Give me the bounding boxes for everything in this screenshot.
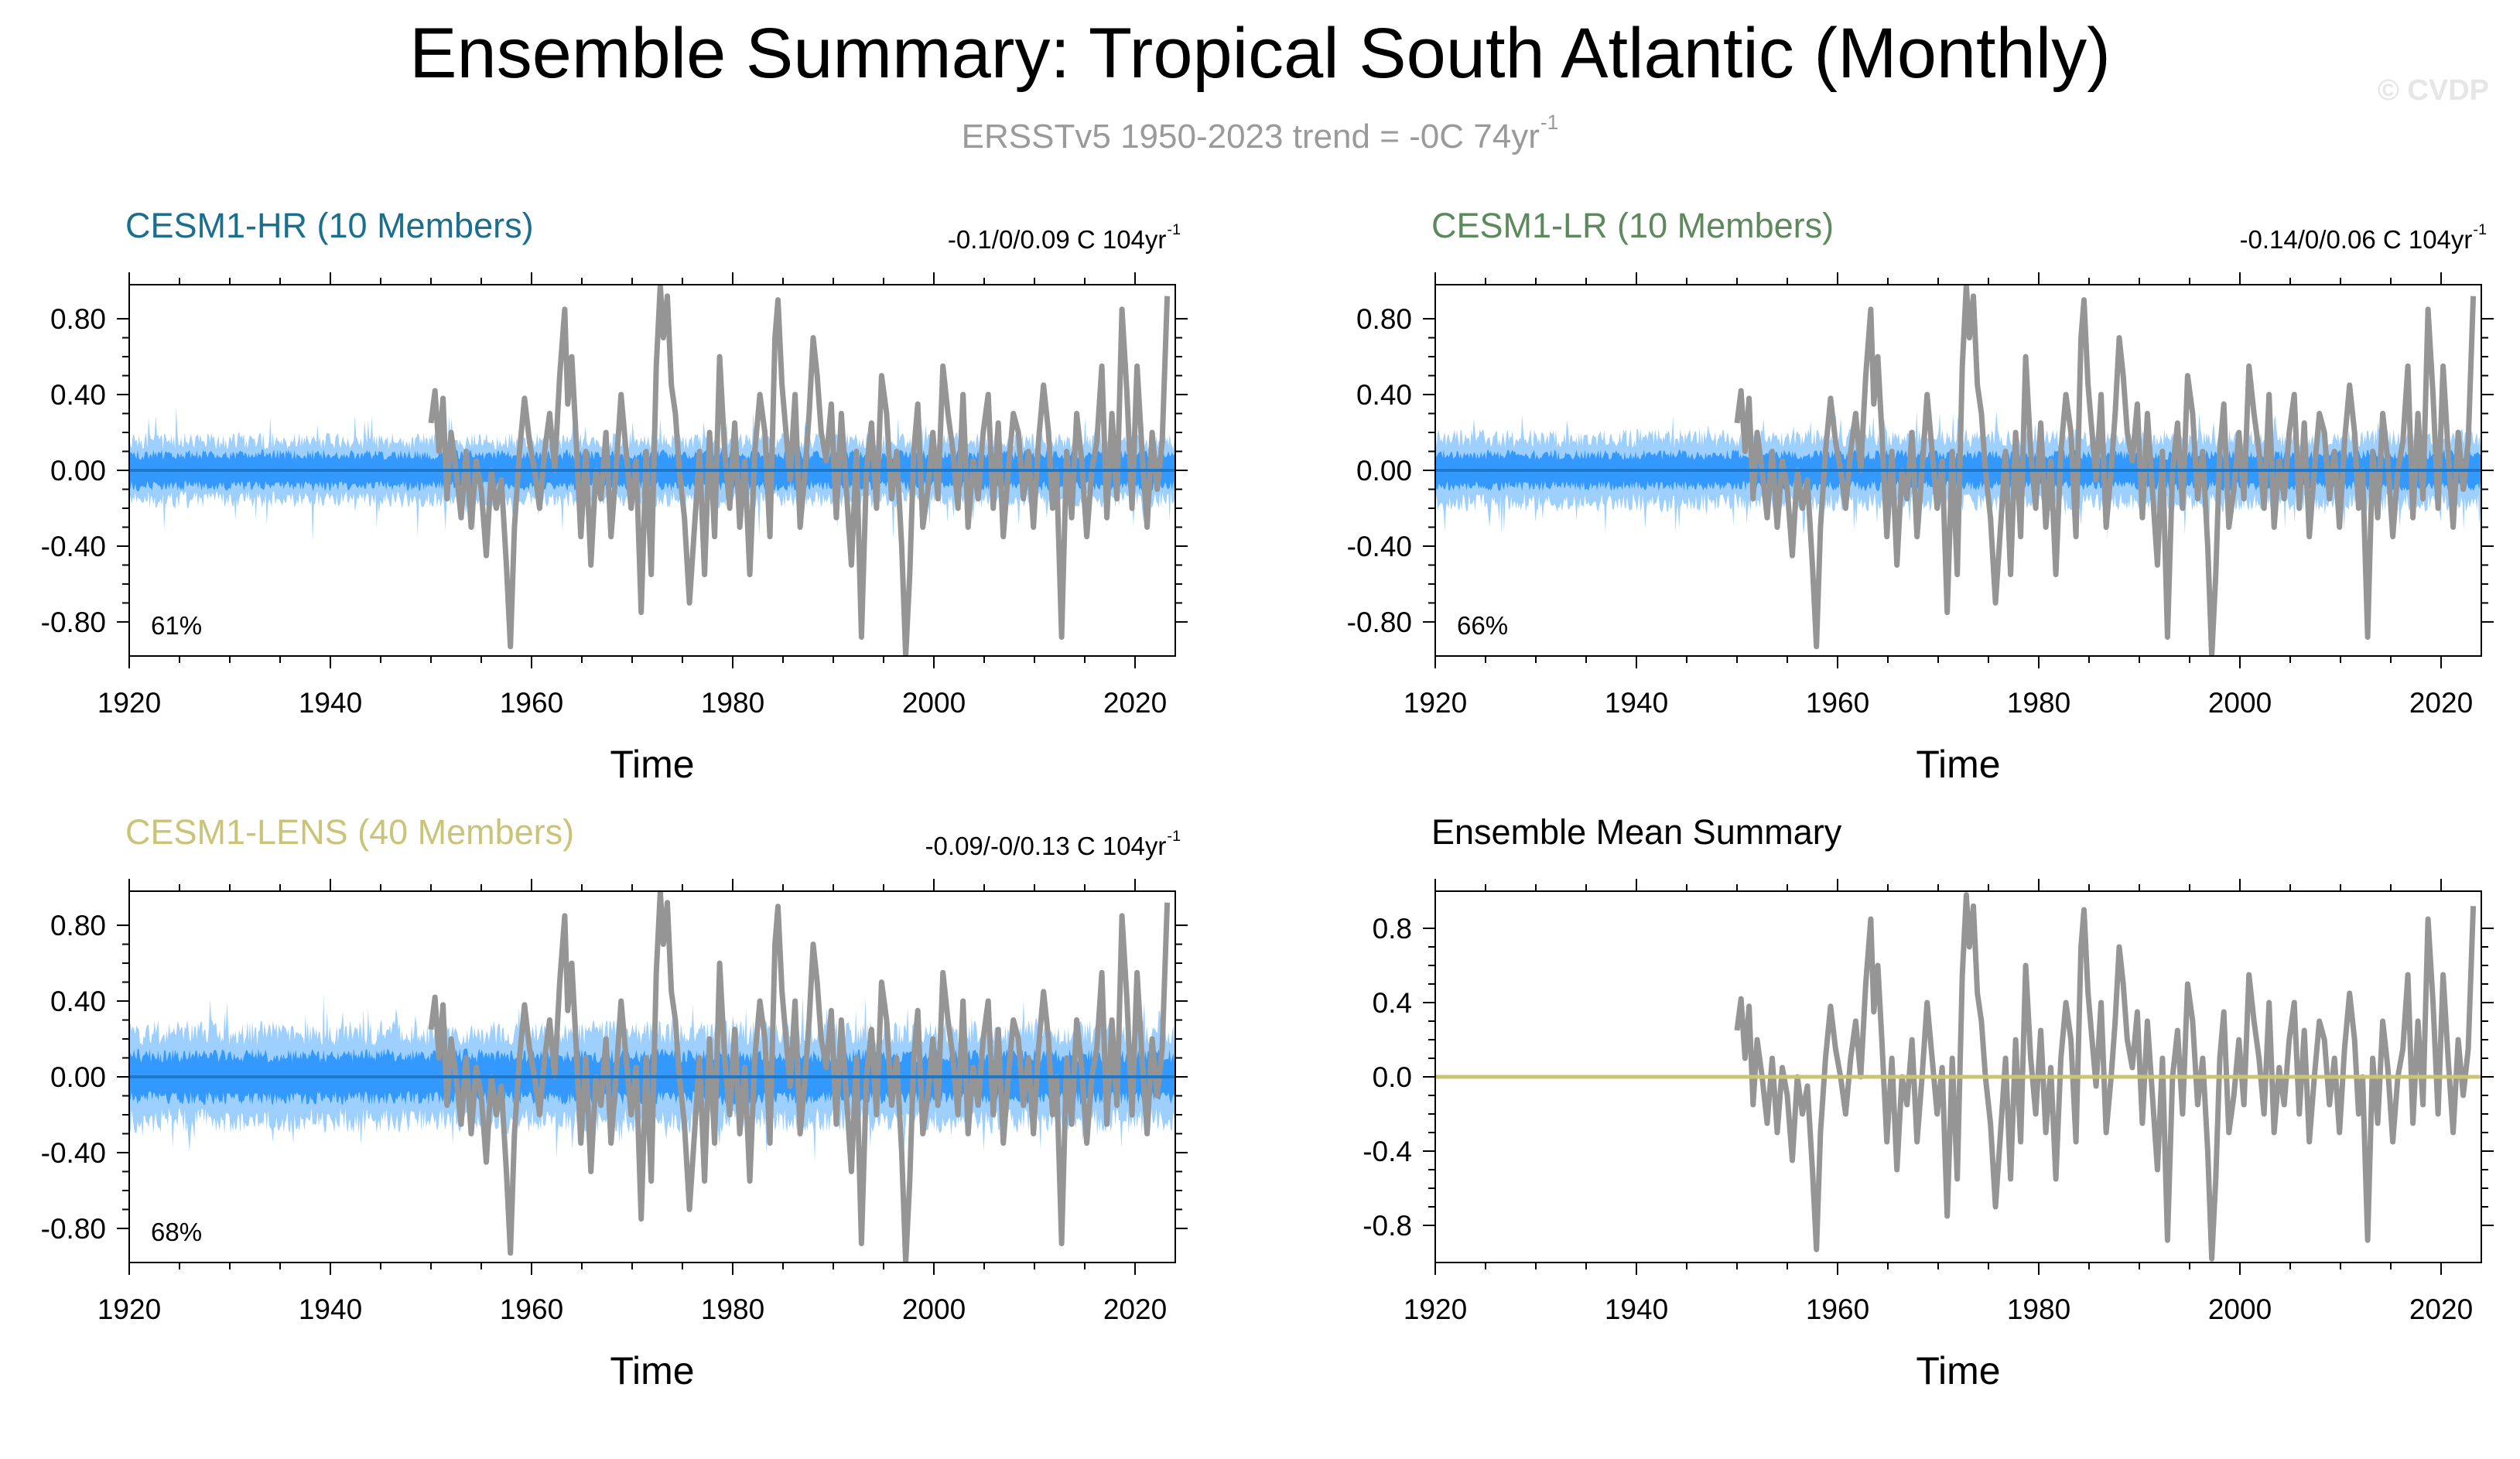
x-tick-label: 2000 xyxy=(902,687,966,719)
x-tick-label: 1940 xyxy=(299,1293,362,1325)
x-axis: 1920 1940 1960 1980 2000 2020 xyxy=(1404,879,2473,1325)
y-tick-label: 0.8 xyxy=(1373,913,1412,945)
x-tick-label: 2000 xyxy=(2208,687,2272,719)
y-axis: 0.8 0.4 0.0 -0.4 -0.8 xyxy=(1363,913,2494,1242)
y-axis: 0.80 0.40 0.00 -0.40 -0.80 xyxy=(41,910,1188,1245)
y-axis: 0.80 0.40 0.00 -0.40 -0.80 xyxy=(1347,303,2494,638)
panel-title: Ensemble Mean Summary xyxy=(1431,812,1842,852)
x-axis-label: Time xyxy=(1916,743,2000,786)
y-tick-label: -0.40 xyxy=(41,531,106,562)
observations-line xyxy=(1734,892,2477,1262)
y-tick-label: 0.0 xyxy=(1373,1061,1412,1093)
y-tick-label: 0.00 xyxy=(50,455,106,487)
trend-exponent: -1 xyxy=(1167,221,1181,238)
trend-label: -0.09/-0/0.13 C 104yr-1 xyxy=(925,817,1181,866)
x-axis-label: Time xyxy=(610,1349,694,1392)
trend-text: -0.14/0/0.06 C 104yr xyxy=(2239,224,2473,254)
x-tick-label: 2020 xyxy=(2409,1293,2473,1325)
x-tick-label: 2000 xyxy=(2208,1293,2272,1325)
trend-exponent: -1 xyxy=(1167,828,1181,845)
y-tick-label: 0.00 xyxy=(50,1061,106,1093)
x-tick-label: 1960 xyxy=(1806,1293,1869,1325)
x-tick-label: 1960 xyxy=(500,1293,563,1325)
plot-content xyxy=(129,285,1175,656)
x-tick-label: 1940 xyxy=(299,687,362,719)
x-tick-label: 1940 xyxy=(1605,687,1668,719)
panel-title: CESM1-LR (10 Members) xyxy=(1431,206,1834,245)
x-axis: 1920 1940 1960 1980 2000 2020 xyxy=(1404,272,2473,719)
y-axis: 0.80 0.40 0.00 -0.40 -0.80 xyxy=(41,303,1188,638)
panel-ensemble-mean-summary: Ensemble Mean Summary 1920 1940 1960 1980 20… xyxy=(1306,809,2520,1459)
x-axis: 1920 1940 1960 1980 2000 2020 xyxy=(97,879,1167,1325)
y-tick-label: 0.80 xyxy=(50,303,106,335)
y-tick-label: -0.40 xyxy=(41,1137,106,1169)
subtitle-exponent: -1 xyxy=(1540,111,1559,134)
x-axis-label: Time xyxy=(610,743,694,786)
x-axis-label: Time xyxy=(1916,1349,2000,1392)
y-tick-label: -0.80 xyxy=(41,1213,106,1245)
panel-title: CESM1-LENS (40 Members) xyxy=(125,812,575,852)
x-tick-label: 1980 xyxy=(2007,1293,2070,1325)
y-tick-label: -0.4 xyxy=(1363,1136,1412,1167)
trend-label: -0.14/0/0.06 C 104yr-1 xyxy=(2240,210,2487,259)
x-tick-label: 1920 xyxy=(1404,687,1467,719)
observations-line xyxy=(428,891,1171,1263)
x-tick-label: 2020 xyxy=(1103,1293,1167,1325)
panel-title: CESM1-HR (10 Members) xyxy=(125,206,534,245)
x-tick-label: 1940 xyxy=(1605,1293,1668,1325)
chart-title: Ensemble Summary: Tropical South Atlanti… xyxy=(409,14,2111,93)
x-tick-label: 2020 xyxy=(2409,687,2473,719)
y-tick-label: 0.00 xyxy=(1356,455,1412,487)
x-tick-label: 2000 xyxy=(902,1293,966,1325)
x-tick-label: 1980 xyxy=(701,687,764,719)
x-tick-label: 1920 xyxy=(1404,1293,1467,1325)
chart-subtitle: ERSSTv5 1950-2023 trend = -0C 74yr-1 xyxy=(0,99,2520,160)
observations-line xyxy=(428,285,1171,656)
x-tick-label: 1960 xyxy=(500,687,563,719)
plot-area: 1920 1940 1960 1980 2000 2020 0.80 0.40 0.00 -0.4… xyxy=(1347,272,2494,786)
y-tick-label: 0.4 xyxy=(1373,987,1412,1019)
plot-area: 1920 1940 1960 1980 2000 2020 0.8 0.4 0.0 -0.4 -0.… xyxy=(1363,879,2494,1392)
y-tick-label: -0.80 xyxy=(41,606,106,638)
percent-label: 68% xyxy=(151,1218,202,1246)
trend-exponent: -1 xyxy=(2473,221,2487,238)
panel-cesm1-lr: CESM1-LR (10 Members) -0.14/0/0.06 C 104… xyxy=(1306,203,2520,853)
trend-text: -0.1/0/0.09 C 104yr xyxy=(947,224,1167,254)
watermark: © CVDP xyxy=(2377,74,2489,107)
y-tick-label: 0.80 xyxy=(1356,303,1412,335)
x-tick-label: 1980 xyxy=(2007,687,2070,719)
plot-area: 1920 1940 1960 1980 2000 2020 0.80 0.40 0.00 -0.4… xyxy=(41,272,1188,786)
plot-area: 1920 1940 1960 1980 2000 2020 0.80 0.40 0.00 -0.4… xyxy=(41,879,1188,1392)
x-tick-label: 2020 xyxy=(1103,687,1167,719)
percent-label: 61% xyxy=(151,611,202,640)
trend-text: -0.09/-0/0.13 C 104yr xyxy=(925,831,1167,860)
x-tick-label: 1960 xyxy=(1806,687,1869,719)
panel-cesm1-hr: CESM1-HR (10 Members) -0.1/0/0.09 C 104y… xyxy=(0,203,1260,853)
observations-line xyxy=(1734,285,2477,656)
y-tick-label: 0.40 xyxy=(50,379,106,411)
y-tick-label: -0.80 xyxy=(1347,606,1412,638)
x-tick-label: 1920 xyxy=(97,687,161,719)
y-tick-label: 0.40 xyxy=(50,986,106,1017)
plot-content xyxy=(1435,892,2481,1262)
panel-cesm1-lens: CESM1-LENS (40 Members) -0.09/-0/0.13 C … xyxy=(0,809,1260,1459)
percent-label: 66% xyxy=(1457,611,1508,640)
x-tick-label: 1980 xyxy=(701,1293,764,1325)
plot-content xyxy=(1435,285,2481,656)
x-tick-label: 1920 xyxy=(97,1293,161,1325)
y-tick-label: 0.40 xyxy=(1356,379,1412,411)
y-tick-label: 0.80 xyxy=(50,910,106,941)
y-tick-label: -0.40 xyxy=(1347,531,1412,562)
plot-content xyxy=(129,891,1175,1263)
x-axis: 1920 1940 1960 1980 2000 2020 xyxy=(97,272,1167,719)
subtitle-text: ERSSTv5 1950-2023 trend = -0C 74yr xyxy=(961,117,1540,155)
y-tick-label: -0.8 xyxy=(1363,1210,1412,1242)
trend-label: -0.1/0/0.09 C 104yr-1 xyxy=(948,210,1181,259)
